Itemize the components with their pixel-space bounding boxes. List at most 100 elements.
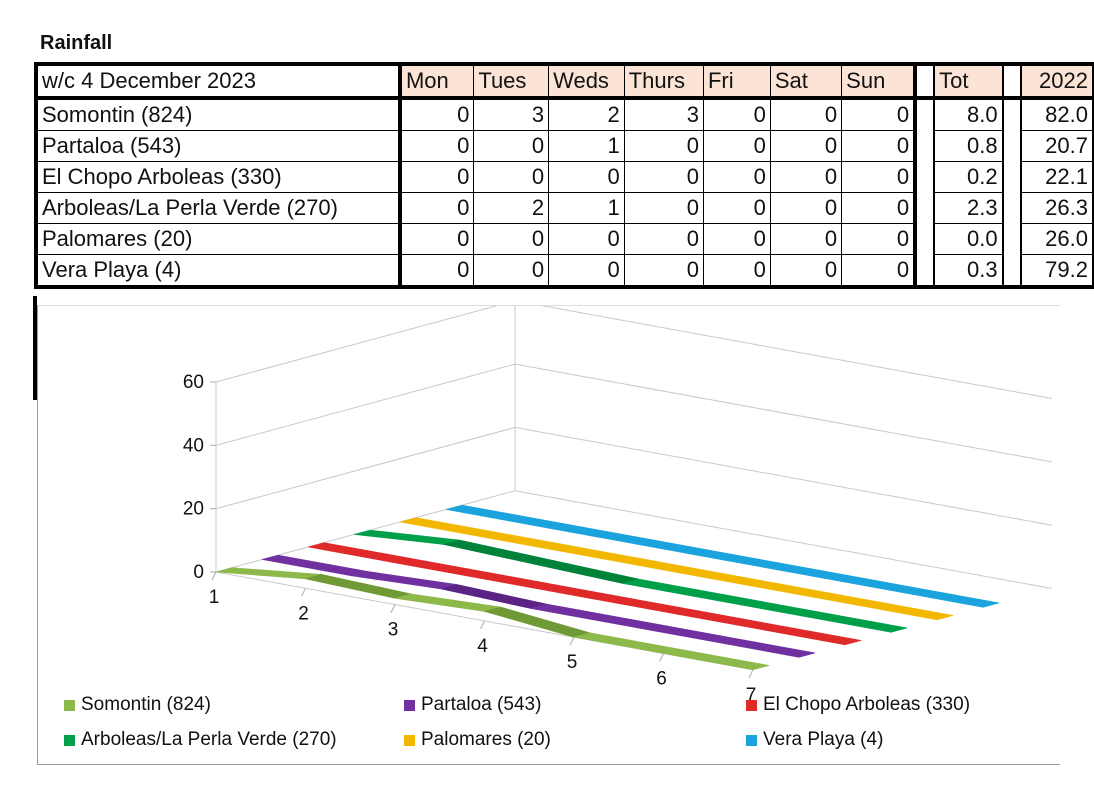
station-name: Somontin (824): [34, 97, 402, 131]
legend-label: Arboleas/La Perla Verde (270): [81, 729, 337, 750]
data-segment: [622, 578, 729, 601]
legend-swatch: [746, 699, 757, 711]
year-value: 79.2: [1019, 254, 1094, 289]
rain-value: 0: [769, 192, 843, 224]
legend-item: Vera Playa (4): [746, 729, 883, 751]
rain-value: 0: [623, 161, 704, 193]
rain-value: 0: [702, 97, 771, 131]
station-name: Partaloa (543): [34, 130, 402, 162]
total-value: 0.8: [933, 130, 1004, 162]
legend-swatch: [746, 734, 757, 746]
x-tick-label: 4: [477, 636, 488, 657]
data-segment: [801, 611, 908, 633]
x-tick-label: 5: [567, 652, 578, 673]
rain-value: 1: [548, 192, 625, 224]
rain-value: 0: [769, 223, 843, 255]
rain-value: 0: [399, 254, 475, 289]
rain-value: 0: [623, 130, 704, 162]
rain-value: 0: [702, 130, 771, 162]
x-tick-label: 7: [746, 685, 757, 706]
data-segment: [709, 636, 816, 658]
data-segment: [711, 595, 818, 617]
rain-value: 0: [399, 161, 475, 193]
day-header: Mon: [399, 62, 475, 100]
rainfall-table: w/c 4 December 2023 Mon Tues Weds Thurs Fri Sa…: [34, 62, 1094, 289]
week-label: w/c 4 December 2023: [34, 62, 402, 100]
year-value: 22.1: [1019, 161, 1094, 193]
table-row: Somontin (824) 0 3 2 3 0 0 0 8.0 82.0: [34, 97, 1094, 131]
station-name: El Chopo Arboleas (330): [34, 161, 402, 193]
series-ribbon: [353, 529, 908, 633]
data-segment: [307, 542, 414, 564]
data-segment: [619, 620, 726, 642]
rain-value: 0: [841, 223, 918, 255]
data-segment: [803, 570, 910, 592]
rain-value: 0: [702, 192, 771, 224]
data-segment: [668, 566, 775, 588]
year-value: 26.3: [1019, 192, 1094, 224]
station-name: Arboleas/La Perla Verde (270): [34, 192, 402, 224]
total-value: 8.0: [933, 97, 1004, 131]
y-tick-label: 0: [193, 562, 204, 583]
rain-value: 1: [548, 130, 625, 162]
data-segment: [714, 553, 821, 576]
total-value: 0.2: [933, 161, 1004, 193]
day-header: Sun: [841, 62, 918, 100]
legend-label: Partaloa (543): [421, 694, 542, 715]
data-segment: [576, 591, 683, 613]
data-segment: [486, 574, 593, 597]
rain-value: 0: [548, 161, 625, 193]
legend-swatch: [404, 734, 415, 746]
data-segment: [573, 632, 680, 654]
legend-item: Partaloa (543): [404, 694, 541, 716]
x-tick: [569, 636, 575, 646]
table-row: Arboleas/La Perla Verde (270) 0 2 1 0 0 0 0 2.3 2…: [34, 192, 1094, 224]
rain-value: 0: [473, 130, 550, 162]
series-ribbon: [399, 517, 954, 621]
year-value: 20.7: [1019, 130, 1094, 162]
rain-value: 0: [399, 223, 475, 255]
day-header: Weds: [548, 62, 625, 100]
day-header: Thurs: [623, 62, 704, 100]
legend-label: El Chopo Arboleas (330): [763, 694, 971, 715]
data-segment: [535, 521, 642, 543]
legend-item: Somontin (824): [64, 694, 211, 716]
station-name: Vera Playa (4): [34, 254, 402, 289]
x-tick: [390, 604, 396, 613]
rain-value: 0: [769, 254, 843, 289]
data-segment: [663, 648, 770, 671]
rainfall-chart: 0 20 40 60 1 2 3 4 5 6 7: [183, 306, 1053, 706]
x-tick-label: 6: [656, 669, 667, 690]
rain-value: 0: [548, 254, 625, 289]
y-tick-label: 40: [183, 435, 204, 456]
station-name: Palomares (20): [34, 223, 402, 255]
data-segment: [893, 586, 1000, 608]
series-ribbon: [445, 504, 1000, 608]
series-ribbon: [261, 554, 816, 658]
data-segment: [215, 567, 322, 580]
rain-value: 0: [548, 223, 625, 255]
rain-value: 0: [702, 254, 771, 289]
rain-value: 0: [769, 130, 843, 162]
x-tick: [480, 620, 485, 630]
x-tick-label: 2: [298, 603, 309, 624]
series-ribbon: [307, 542, 862, 646]
page-title: Rainfall: [40, 32, 113, 54]
x-tick-label: 1: [209, 587, 220, 608]
legend-swatch: [64, 734, 75, 746]
legend-swatch: [404, 699, 415, 711]
x-tick: [211, 571, 217, 581]
rain-value: 0: [399, 192, 475, 224]
data-segment: [397, 558, 504, 580]
data-segment: [445, 504, 552, 527]
legend-item: Arboleas/La Perla Verde (270): [64, 729, 337, 751]
data-segment: [847, 598, 954, 621]
year-header: 2022: [1019, 62, 1094, 100]
data-segment: [578, 549, 685, 572]
x-tick: [659, 653, 664, 662]
rain-value: 0: [841, 130, 918, 162]
rain-value: 0: [623, 192, 704, 224]
rain-value: 0: [473, 161, 550, 193]
rain-value: 0: [702, 161, 771, 193]
rain-value: 0: [769, 97, 843, 131]
